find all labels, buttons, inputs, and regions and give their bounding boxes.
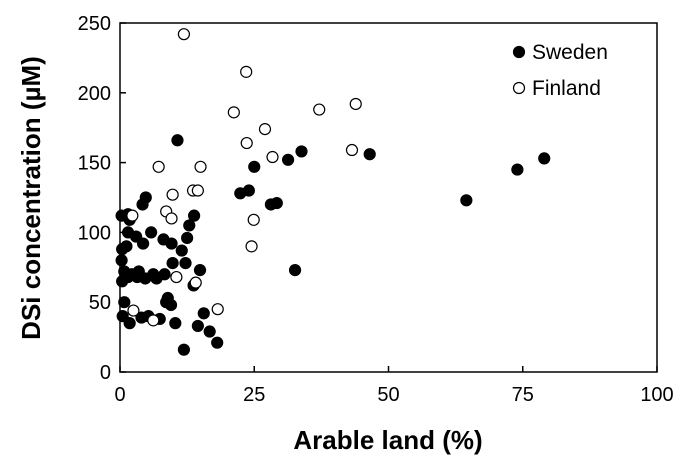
x-tick-label: 25 [243, 384, 265, 406]
data-point-finland [227, 106, 240, 119]
x-tick-label: 75 [512, 384, 534, 406]
plot-frame [119, 22, 658, 373]
data-point-sweden [203, 325, 216, 338]
x-tick-label: 100 [640, 384, 673, 406]
data-point-finland [152, 160, 165, 173]
data-point-sweden [197, 307, 210, 320]
data-point-finland [240, 65, 253, 78]
data-point-finland [165, 212, 178, 225]
y-tick-label: 100 [78, 222, 111, 244]
y-tick-label: 250 [78, 13, 111, 35]
data-point-sweden [270, 196, 283, 210]
data-point-finland [191, 184, 204, 197]
data-point-finland [245, 240, 258, 253]
data-point-sweden [139, 191, 152, 204]
data-point-finland [247, 213, 260, 226]
data-point-finland [345, 143, 359, 157]
data-point-sweden [171, 134, 184, 147]
data-point-sweden [511, 163, 524, 176]
legend-label-sweden: Sweden [532, 41, 608, 64]
x-tick-label: 0 [114, 384, 125, 406]
y-tick-label: 50 [89, 292, 111, 314]
data-point-finland [177, 28, 191, 41]
data-point-finland [211, 303, 224, 316]
data-point-finland [147, 314, 160, 327]
x-axis-title: Arable land (%) [293, 425, 482, 455]
data-point-finland [166, 188, 179, 201]
data-point-finland [349, 97, 362, 111]
data-point-sweden [123, 317, 136, 330]
y-tick-label: 200 [78, 83, 111, 105]
legend-marker-finland [512, 81, 526, 95]
data-point-sweden [165, 237, 178, 250]
data-point-sweden [136, 237, 150, 250]
data-point-sweden [164, 298, 178, 312]
data-point-sweden [183, 219, 196, 232]
data-point-finland [170, 270, 183, 284]
data-point-sweden [179, 257, 192, 270]
data-point-sweden [175, 244, 188, 257]
y-axis-title: DSi concentration (µM) [16, 56, 46, 340]
axis-ticks [119, 22, 658, 373]
data-point-sweden [181, 231, 194, 245]
data-points [115, 28, 551, 356]
data-point-sweden [538, 152, 551, 165]
data-point-sweden [116, 275, 129, 288]
data-point-finland [313, 103, 326, 116]
data-point-sweden [120, 240, 133, 253]
data-point-sweden [145, 226, 158, 239]
legend: Sweden Finland [512, 41, 608, 100]
data-point-finland [194, 160, 207, 173]
data-point-sweden [166, 257, 179, 270]
data-point-finland [126, 209, 139, 222]
data-point-sweden [177, 343, 191, 356]
data-point-finland [127, 304, 140, 317]
y-tick-label: 0 [100, 362, 111, 384]
data-point-sweden [115, 254, 128, 267]
data-point-sweden [188, 209, 201, 222]
data-point-sweden [135, 311, 148, 324]
legend-marker-sweden [512, 45, 526, 59]
data-point-sweden [118, 296, 131, 309]
data-point-sweden [460, 194, 473, 207]
data-point-sweden [193, 263, 207, 277]
data-point-sweden [248, 160, 261, 173]
y-tick-label: 150 [78, 153, 111, 175]
data-point-sweden [169, 317, 182, 330]
legend-label-finland: Finland [532, 77, 601, 100]
data-point-sweden [281, 153, 295, 166]
data-point-finland [266, 150, 279, 164]
tick-labels: 0 25 50 75 100 0 50 100 150 200 250 [78, 13, 674, 406]
data-point-sweden [288, 263, 302, 277]
data-point-sweden [191, 319, 204, 333]
x-tick-label: 50 [377, 384, 399, 406]
data-point-finland [240, 136, 253, 150]
data-point-sweden [363, 148, 376, 161]
data-point-sweden [158, 268, 171, 281]
data-point-sweden [211, 336, 224, 349]
data-point-finland [189, 276, 202, 289]
data-point-sweden [242, 184, 255, 197]
data-point-sweden [295, 145, 308, 158]
data-point-finland [258, 122, 272, 136]
